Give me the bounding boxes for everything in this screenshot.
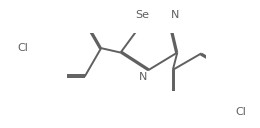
Text: N: N (139, 72, 147, 82)
Text: Se: Se (135, 10, 150, 20)
Text: N: N (171, 10, 179, 20)
Text: Cl: Cl (236, 107, 246, 117)
Text: Cl: Cl (18, 43, 29, 53)
